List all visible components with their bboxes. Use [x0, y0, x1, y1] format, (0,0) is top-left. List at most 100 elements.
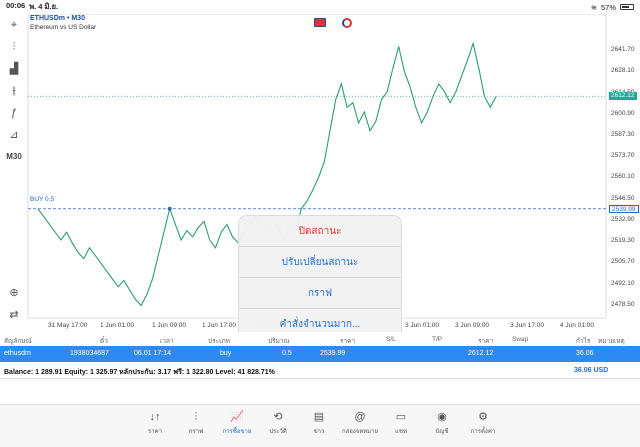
trade-panel-icon[interactable]: ⇄ [9, 309, 19, 321]
col-type: ประเภท [208, 338, 230, 345]
nav-icon: ▭ [395, 411, 407, 423]
time-tick-label: 3 Jun 09:00 [455, 322, 489, 329]
nav-label: กล่องจดหมาย [341, 429, 379, 435]
price-tick-label: 2478.50 [611, 300, 635, 308]
col-tp: T/P [432, 336, 443, 343]
crosshair-icon[interactable]: ⌖ [10, 19, 18, 31]
positions-table-header: สัญลักษณ์ ตั๋ว เวลา ประเภท ปริมาณ ราคา S… [0, 332, 640, 346]
time-tick-label: 3 Jun 01:00 [405, 322, 439, 329]
col-price: ราคา [340, 338, 356, 345]
time-tick-label: 1 Jun 09:00 [152, 322, 186, 329]
entry-price-tag: 2539.99 [609, 204, 639, 213]
nav-label: การตั้งค่า [470, 429, 496, 435]
nav-item-4[interactable]: ▤ ข่าว [299, 410, 339, 436]
row-current: 2612.12 [468, 350, 494, 357]
nav-icon: ⟲ [273, 411, 283, 423]
row-volume: 0.5 [282, 350, 292, 357]
left-toolbar: ⌖ ⫶ ▟ ⫲ ƒ ⊿ M30 ⊕ ⇄ [0, 14, 28, 332]
nav-item-1[interactable]: ⫶ กราฟ [176, 410, 216, 436]
one-click-trading-icon[interactable] [314, 18, 326, 27]
bars-icon[interactable]: ▟ [9, 63, 19, 75]
price-tick-label: 2532.90 [611, 215, 635, 223]
objects-icon[interactable]: ⊿ [9, 129, 19, 141]
nav-icon: 📈 [230, 411, 244, 423]
status-time: 00:06 [6, 1, 26, 10]
trade-levels-icon[interactable] [342, 18, 352, 28]
nav-item-2[interactable]: 📈 การซื้อขาย [217, 410, 257, 436]
symbol-description: Ethereum vs US Dollar [30, 24, 97, 31]
battery-percent: 57% [600, 2, 616, 12]
buy-marker-label: BUY 0.5 [30, 196, 55, 203]
nav-label: ข่าว [313, 429, 325, 435]
nav-icon: ↓↑ [149, 411, 161, 423]
col-ticket: ตั๋ว [100, 338, 108, 345]
battery-icon [620, 4, 634, 10]
row-ticket: 1938034687 [70, 350, 109, 357]
position-row[interactable]: ethusdm 1938034687 06.01 17:14 buy 0.5 2… [0, 346, 640, 362]
nav-label: การซื้อขาย [222, 429, 252, 435]
account-summary: Balance: 1 289.91 Equity: 1 325.97 หลักป… [0, 363, 640, 379]
time-tick-label: 3 Jun 17:00 [510, 322, 544, 329]
price-tick-label: 2505.70 [611, 258, 635, 266]
status-bar: 00:06 พ. 4 มิ.ย. ≋ 57% [0, 0, 640, 14]
price-tick-label: 2641.70 [611, 46, 635, 54]
col-current: ราคา [478, 338, 494, 345]
bottom-navigation: ↓↑ ราคา ⫶ กราฟ 📈 การซื้อขาย ⟲ ประวัติ ▤ ข่าว @ กล่อ… [0, 404, 640, 447]
position-action-sheet: ปิดสถานะ ปรับเปลี่ยนสถานะ กราฟ คำสั่งจำน… [239, 216, 401, 340]
chart-top-icons [314, 18, 352, 28]
col-swap: Swap [512, 336, 529, 343]
nav-icon: ⚙ [478, 411, 488, 423]
nav-item-3[interactable]: ⟲ ประวัติ [258, 410, 298, 436]
col-profit: กำไร [576, 338, 591, 345]
price-tick-label: 2600.90 [611, 109, 635, 117]
modify-position-item[interactable]: ปรับเปลี่ยนสถานะ [239, 247, 401, 278]
chart-item[interactable]: กราฟ [239, 278, 401, 309]
wifi-icon: ≋ [590, 2, 597, 12]
candles-icon[interactable]: ⫶ [12, 41, 16, 53]
nav-label: บัญชี [435, 429, 449, 435]
nav-label: แชท [395, 429, 407, 435]
price-tick-label: 2492.10 [611, 279, 635, 287]
bulk-orders-item[interactable]: คำสั่งจำนวนมาก... [279, 319, 361, 330]
price-tick-label: 2587.30 [611, 130, 635, 138]
time-tick-label: 31 May 17:00 [48, 322, 88, 329]
time-tick-label: 4 Jun 01:00 [560, 322, 594, 329]
nav-item-6[interactable]: ▭ แชท [381, 410, 421, 436]
time-tick-label: 1 Jun 01:00 [100, 322, 134, 329]
nav-label: ประวัติ [269, 429, 287, 435]
nav-icon: ◉ [437, 411, 447, 423]
function-icon[interactable]: ƒ [10, 107, 18, 119]
indicators-icon[interactable]: ⫲ [12, 85, 16, 97]
nav-label: กราฟ [188, 429, 204, 435]
nav-item-5[interactable]: @ กล่องจดหมาย [340, 410, 380, 436]
timeframe-button[interactable]: M30 [6, 152, 22, 161]
nav-icon: @ [354, 411, 366, 423]
col-sl: S/L [386, 336, 396, 343]
row-time: 06.01 17:14 [134, 350, 171, 357]
col-volume: ปริมาณ [268, 338, 290, 345]
row-symbol: ethusdm [4, 350, 31, 357]
close-position-item[interactable]: ปิดสถานะ [239, 216, 401, 247]
price-tick-label: 2519.30 [611, 237, 635, 245]
nav-icon: ⫶ [194, 411, 198, 423]
total-profit: 36.06 USD [574, 367, 609, 374]
price-tick-label: 2628.10 [611, 67, 635, 75]
col-symbol: สัญลักษณ์ [4, 338, 32, 345]
row-type: buy [220, 350, 232, 357]
nav-item-0[interactable]: ↓↑ ราคา [135, 410, 175, 436]
current-price-tag: 2612.12 [609, 92, 637, 101]
nav-item-8[interactable]: ⚙ การตั้งค่า [463, 410, 503, 436]
price-tick-label: 2614.50 [611, 89, 635, 96]
zoom-icon[interactable]: ⊕ [9, 287, 19, 299]
nav-item-7[interactable]: ◉ บัญชี [422, 410, 462, 436]
nav-label: ราคา [148, 429, 162, 435]
status-date: พ. 4 มิ.ย. [29, 2, 59, 11]
balance-text: Balance: 1 289.91 Equity: 1 325.97 หลักป… [4, 369, 275, 376]
symbol-title: ETHUSDm • M30 [30, 15, 85, 22]
col-comment: หมายเหตุ [598, 338, 625, 345]
col-time: เวลา [160, 338, 174, 345]
price-tick-label: 2560.10 [611, 173, 635, 181]
price-tick-label: 2573.70 [611, 152, 635, 160]
price-tick-label: 2546.50 [611, 194, 635, 202]
row-profit: 36.06 [576, 350, 594, 357]
